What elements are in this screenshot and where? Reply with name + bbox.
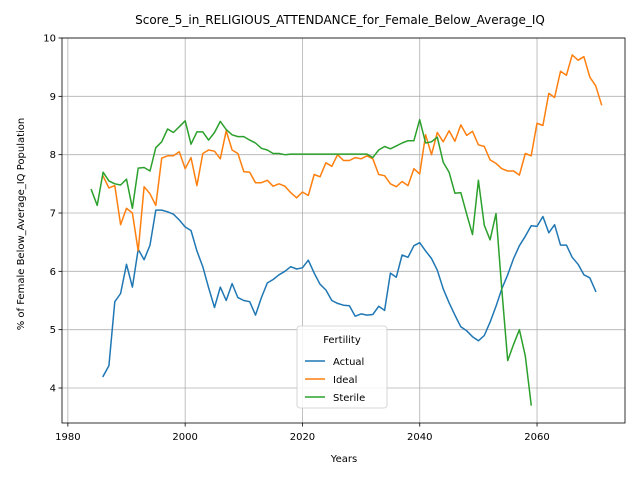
y-tick-label: 8 (50, 150, 56, 161)
y-tick-label: 7 (50, 209, 56, 220)
series-lines (90, 54, 603, 406)
legend-box (296, 325, 388, 409)
x-tick-label: 2040 (407, 432, 432, 443)
series-line-sterile (90, 118, 533, 406)
axis-ticks: 1980 2000 2020 2040 2060 4 5 6 7 8 9 10 (43, 34, 549, 444)
series-line-actual (102, 209, 597, 378)
x-axis-label: Years (330, 454, 357, 465)
legend-label-actual: Actual (333, 357, 364, 368)
y-axis-label: % of Female Below_Average_IQ Population (16, 118, 27, 331)
chart-title: Score_5_in_RELIGIOUS_ATTENDANCE_for_Fema… (135, 13, 545, 27)
legend-label-sterile: Sterile (333, 393, 365, 404)
legend-label-ideal: Ideal (333, 375, 357, 386)
x-tick-label: 2020 (290, 432, 315, 443)
x-tick-label: 2060 (524, 432, 549, 443)
y-tick-label: 5 (50, 325, 56, 336)
legend: Fertility Actual Ideal Sterile (296, 325, 388, 409)
legend-title: Fertility (323, 335, 361, 346)
y-tick-label: 9 (50, 92, 56, 103)
y-tick-label: 10 (43, 34, 56, 45)
series-line-ideal (102, 54, 603, 252)
x-tick-label: 2000 (172, 432, 197, 443)
plot-frame (61, 37, 626, 424)
y-tick-label: 4 (50, 384, 56, 395)
x-tick-label: 1980 (55, 432, 80, 443)
y-tick-label: 6 (50, 267, 56, 278)
